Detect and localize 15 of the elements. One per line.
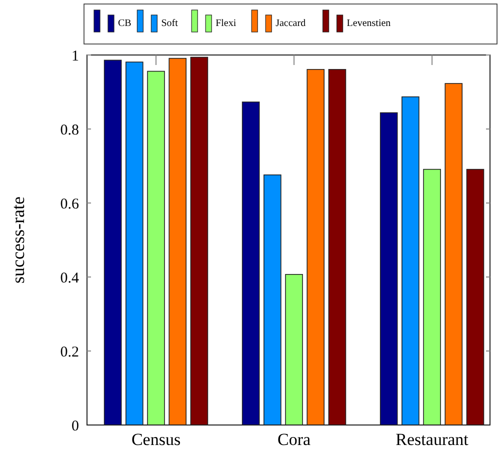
x-tick-label: Cora — [277, 430, 311, 449]
y-tick-label: 0 — [72, 418, 79, 434]
legend-label: CB — [118, 18, 132, 29]
y-axis-title: success-rate — [8, 196, 28, 284]
x-tick-label: Census — [131, 430, 181, 449]
y-tick-label: 1 — [72, 48, 79, 64]
legend-label: Jaccard — [276, 18, 306, 29]
x-tick-label: Restaurant — [396, 430, 469, 449]
legend-label: Levenstien — [346, 18, 391, 29]
y-tick-label: 0.4 — [60, 270, 80, 286]
y-tick-label: 0.6 — [60, 196, 80, 212]
legend-label: Soft — [161, 18, 178, 29]
y-tick-label: 0.2 — [60, 344, 79, 360]
y-tick-label: 0.8 — [60, 122, 79, 138]
legend-label: Flexi — [216, 18, 236, 29]
